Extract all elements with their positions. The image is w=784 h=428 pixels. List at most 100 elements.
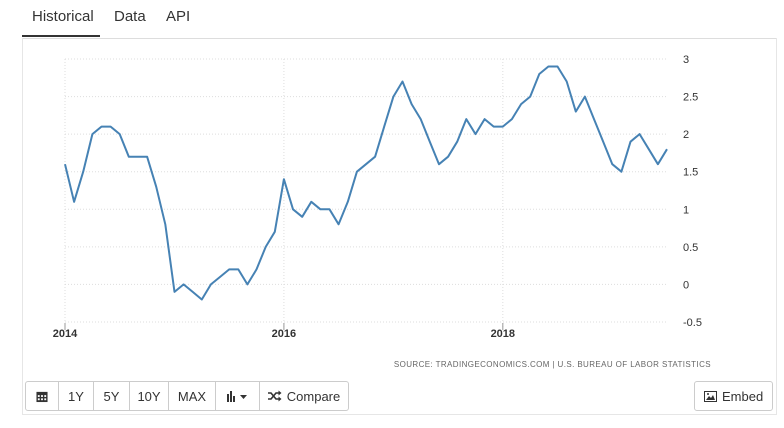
data-point	[474, 132, 478, 136]
data-point	[300, 215, 304, 219]
line-chart: 3 2.5 2 1.5 1 0.5 0 -0.5 2014 2016 2018 SOURCE: TRA…	[53, 54, 711, 369]
y-tick-label: 2	[683, 129, 689, 141]
data-point	[90, 132, 94, 136]
series-line	[64, 65, 668, 301]
data-point	[136, 155, 140, 159]
data-point	[373, 155, 377, 159]
range-max-button[interactable]: MAX	[168, 381, 216, 411]
data-point	[492, 125, 496, 129]
tab-bar: Historical Data API	[22, 0, 777, 39]
data-point	[656, 162, 660, 166]
image-icon	[704, 390, 717, 402]
data-point	[647, 147, 651, 151]
range-10y-button[interactable]: 10Y	[129, 381, 169, 411]
x-tick-label: 2014	[53, 328, 78, 340]
data-point	[565, 80, 569, 84]
data-point	[583, 95, 587, 99]
data-point	[546, 65, 550, 69]
y-tick-label: 3	[683, 54, 689, 66]
data-point	[100, 125, 104, 129]
chart-toolbar: 1Y 5Y 10Y MAX Compare	[25, 381, 349, 411]
tab-historical[interactable]: Historical	[22, 0, 100, 37]
data-point	[619, 170, 623, 174]
data-point	[574, 110, 578, 114]
calendar-icon	[36, 391, 48, 402]
range-5y-button[interactable]: 5Y	[93, 381, 130, 411]
data-point	[483, 117, 487, 121]
data-point	[127, 155, 131, 159]
data-point	[291, 207, 295, 211]
data-point	[528, 95, 532, 99]
y-tick-label: 2.5	[683, 92, 698, 104]
data-point	[665, 147, 669, 151]
chart-type-dropdown[interactable]	[215, 381, 260, 411]
data-point	[318, 207, 322, 211]
data-point	[364, 162, 368, 166]
shuffle-icon	[267, 390, 282, 402]
data-point	[346, 200, 350, 204]
data-point	[109, 125, 113, 129]
data-point	[236, 267, 240, 271]
calendar-button[interactable]	[25, 381, 59, 411]
data-point	[182, 282, 186, 286]
data-point	[309, 200, 313, 204]
data-point	[255, 267, 259, 271]
data-point	[428, 140, 432, 144]
data-point	[410, 102, 414, 106]
bar-chart-icon	[226, 391, 247, 402]
data-point	[328, 207, 332, 211]
embed-button[interactable]: Embed	[694, 381, 774, 411]
data-point	[264, 245, 268, 249]
data-point	[556, 65, 560, 69]
data-point	[200, 298, 204, 302]
data-point	[391, 95, 395, 99]
data-point	[72, 200, 76, 204]
data-point	[382, 125, 386, 129]
data-point	[519, 102, 523, 106]
tab-data[interactable]: Data	[114, 8, 146, 25]
data-point	[437, 162, 441, 166]
data-point	[191, 290, 195, 294]
x-tick-label: 2018	[491, 328, 515, 340]
data-point	[81, 170, 85, 174]
range-1y-button[interactable]: 1Y	[58, 381, 94, 411]
data-point	[245, 282, 249, 286]
y-tick-label: 1.5	[683, 167, 698, 179]
y-tick-label: 0.5	[683, 242, 698, 254]
data-point	[209, 282, 213, 286]
data-point	[537, 72, 541, 76]
y-tick-label: 1	[683, 204, 689, 216]
source-text: SOURCE: TRADINGECONOMICS.COM | U.S. BURE…	[394, 360, 711, 369]
data-point	[592, 117, 596, 121]
data-point	[610, 162, 614, 166]
x-tick-label: 2016	[272, 328, 296, 340]
data-point	[355, 170, 359, 174]
data-point	[227, 267, 231, 271]
data-point	[601, 140, 605, 144]
chevron-down-icon	[239, 395, 247, 399]
data-point	[154, 185, 158, 189]
data-point	[501, 125, 505, 129]
data-point	[63, 162, 67, 166]
data-point	[464, 117, 468, 121]
y-tick-label: -0.5	[683, 317, 702, 329]
embed-label: Embed	[722, 388, 764, 404]
compare-label: Compare	[286, 388, 341, 404]
data-point	[145, 155, 149, 159]
data-point	[218, 275, 222, 279]
compare-button[interactable]: Compare	[259, 381, 349, 411]
data-point	[638, 132, 642, 136]
data-point	[455, 140, 459, 144]
data-point	[173, 290, 177, 294]
chart-frame	[22, 38, 777, 415]
data-point	[273, 230, 277, 234]
y-tick-label: 0	[683, 279, 689, 291]
tab-api[interactable]: API	[166, 8, 191, 25]
data-point	[629, 140, 633, 144]
data-point	[419, 117, 423, 121]
data-point	[401, 80, 405, 84]
data-point	[163, 222, 167, 226]
data-point	[118, 132, 122, 136]
data-point	[446, 155, 450, 159]
data-point	[510, 117, 514, 121]
